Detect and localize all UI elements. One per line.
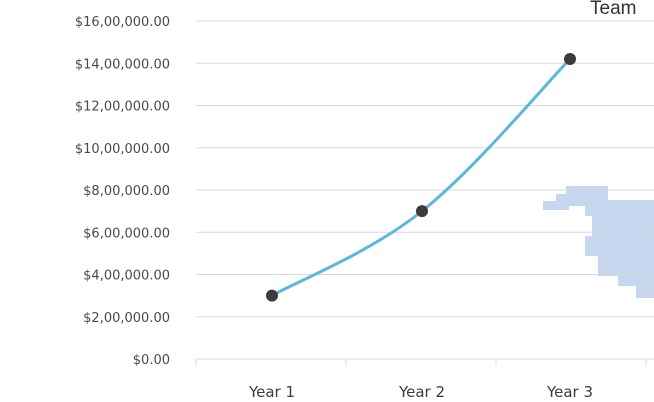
world-map-decoration	[543, 186, 654, 298]
y-tick-label: $10,00,000.00	[75, 142, 170, 157]
x-axis	[195, 358, 654, 366]
y-tick-label: $12,00,000.00	[75, 100, 170, 115]
y-tick-label: $6,00,000.00	[83, 226, 170, 241]
gridlines	[196, 20, 654, 318]
y-tick-label: $16,00,000.00	[75, 15, 170, 30]
y-tick-label: $0.00	[133, 353, 170, 368]
series-line-group	[270, 57, 572, 298]
chart-title: Team	[590, 0, 636, 19]
y-axis-tick-labels: $0.00 $2,00,000.00 $4,00,000.00 $6,00,000.0…	[75, 15, 170, 368]
x-axis-tick-labels: Year 1 Year 2 Year 3	[248, 383, 593, 401]
data-point	[416, 205, 428, 218]
series-line	[270, 57, 572, 298]
x-tick-label: Year 1	[248, 383, 295, 401]
y-tick-label: $4,00,000.00	[83, 269, 170, 284]
y-tick-label: $14,00,000.00	[75, 57, 170, 72]
x-tick-label: Year 2	[398, 383, 445, 401]
data-point	[266, 289, 278, 302]
y-tick-label: $2,00,000.00	[83, 311, 170, 326]
data-point	[564, 53, 576, 66]
y-tick-label: $8,00,000.00	[83, 184, 170, 199]
x-tick-label: Year 3	[546, 383, 593, 401]
series-points	[266, 53, 576, 302]
